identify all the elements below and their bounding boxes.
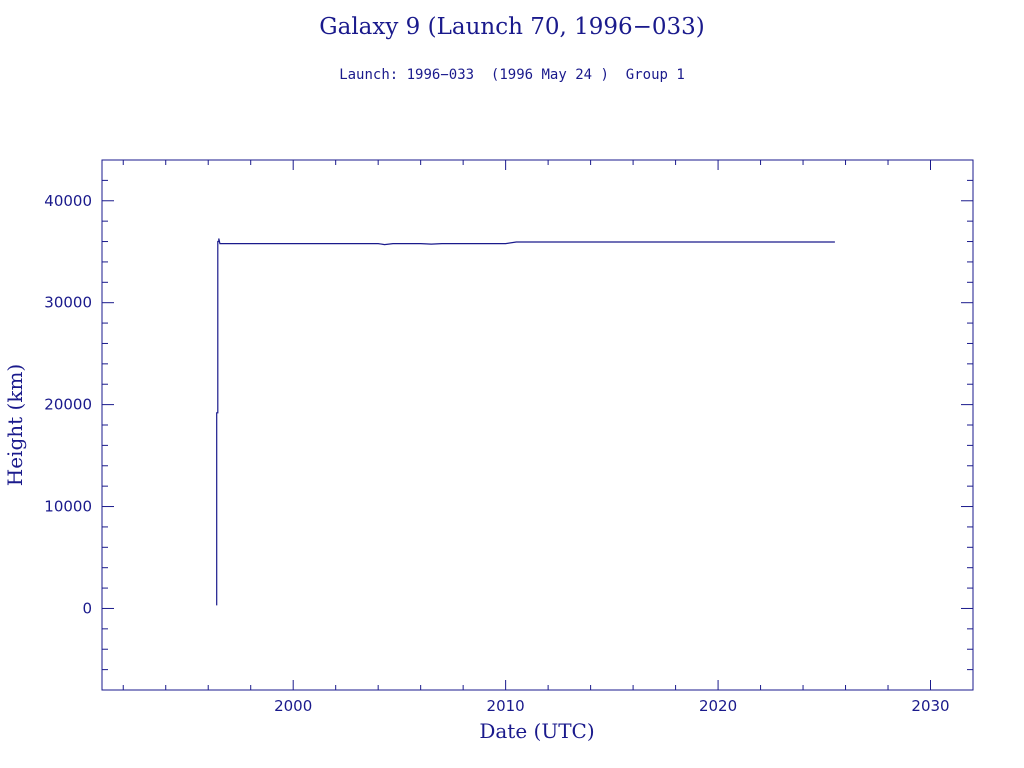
axis-ticks — [102, 159, 974, 690]
x-tick-label: 2020 — [699, 697, 737, 715]
x-tick-label: 2000 — [274, 697, 312, 715]
plot-frame — [101, 159, 974, 691]
y-axis-title: Height (km) — [3, 364, 27, 486]
y-tick-label: 30000 — [44, 294, 92, 312]
x-tick-label: 2030 — [911, 697, 949, 715]
chart-title: Galaxy 9 (Launch 70, 1996−033) — [319, 14, 705, 40]
x-tick-label: 2010 — [487, 697, 525, 715]
y-tick-label: 40000 — [44, 192, 92, 210]
y-tick-label: 20000 — [44, 396, 92, 414]
series-line-0 — [216, 238, 835, 606]
series-group — [216, 238, 835, 606]
chart-subtitle: Launch: 1996−033 (1996 May 24 ) Group 1 — [339, 67, 685, 83]
y-tick-label: 0 — [82, 599, 92, 617]
y-tick-label: 10000 — [44, 498, 92, 516]
tick-labels: 2000 2010 2020 2030 0 10000 20000 30000 40000 — [44, 192, 949, 715]
x-axis-title: Date (UTC) — [479, 719, 594, 743]
